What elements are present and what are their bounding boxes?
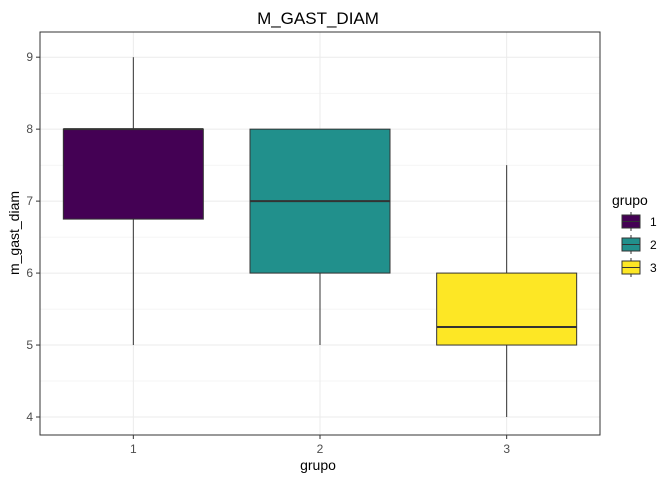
- y-tick-label: 7: [26, 194, 33, 208]
- legend-title: grupo: [612, 192, 648, 208]
- legend-item-3: 3: [621, 258, 657, 277]
- legend-label: 1: [650, 215, 657, 229]
- x-tick-label: 1: [130, 442, 137, 456]
- y-tick-label: 4: [26, 410, 33, 424]
- y-tick-label: 6: [26, 266, 33, 280]
- y-tick-label: 5: [26, 338, 33, 352]
- box-group-2: [249, 128, 391, 346]
- box-rect: [436, 272, 578, 346]
- chart-title: M_GAST_DIAM: [257, 9, 379, 28]
- legend-item-1: 1: [621, 212, 657, 231]
- box-rect: [62, 128, 204, 220]
- x-axis-ticks: 1 2 3: [130, 435, 510, 456]
- x-axis-title: grupo: [300, 457, 336, 473]
- box-group-3: [436, 165, 578, 418]
- y-axis-ticks: 4 5 6 7 8 9: [26, 50, 40, 424]
- legend-label: 2: [650, 238, 657, 252]
- legend-items: 1 2 3: [621, 212, 657, 277]
- legend: grupo 1 2 3: [612, 192, 657, 277]
- legend-item-2: 2: [621, 235, 657, 254]
- box-series: [62, 57, 578, 418]
- box-group-1: [62, 57, 204, 346]
- y-tick-label: 8: [26, 122, 33, 136]
- x-tick-label: 2: [317, 442, 324, 456]
- x-tick-label: 3: [503, 442, 510, 456]
- y-axis-title: m_gast_diam: [6, 191, 22, 275]
- legend-label: 3: [650, 261, 657, 275]
- y-tick-label: 9: [26, 50, 33, 64]
